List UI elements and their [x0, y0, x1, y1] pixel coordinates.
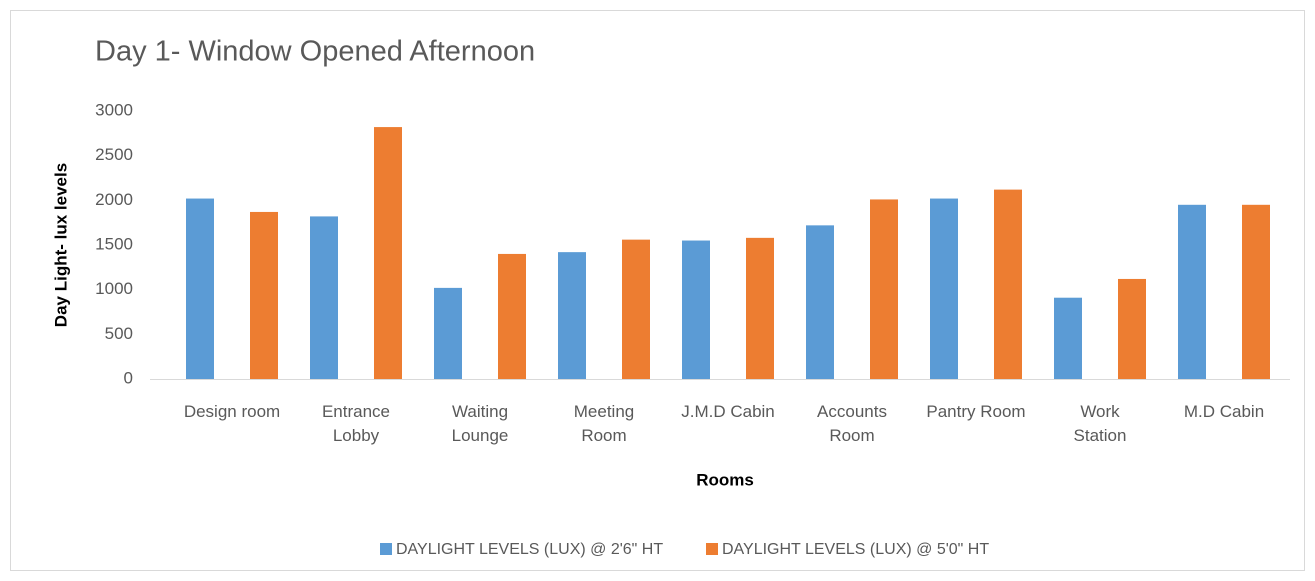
x-tick-label: Waiting Lounge [451, 402, 509, 445]
x-tick-label: Pantry Room [926, 402, 1026, 421]
y-tick-label: 0 [124, 368, 133, 387]
x-axis-label: Rooms [696, 470, 754, 489]
bar [250, 211, 278, 379]
bar [434, 287, 462, 379]
chart-frame [10, 10, 1305, 571]
y-tick-label: 1000 [95, 279, 133, 298]
legend-label: DAYLIGHT LEVELS (LUX) @ 5'0" HT [722, 541, 989, 558]
y-tick-label: 500 [105, 324, 133, 343]
x-tick-label: J.M.D Cabin [681, 402, 775, 421]
bar [1242, 204, 1270, 379]
bar [310, 216, 338, 379]
legend-swatch [380, 543, 392, 555]
x-tick-label: M.D Cabin [1183, 402, 1265, 421]
bar [1054, 297, 1082, 379]
y-tick-label: 2000 [95, 190, 133, 209]
bar [994, 189, 1022, 379]
y-axis-label: Day Light- lux levels [51, 163, 70, 327]
bar [498, 253, 526, 379]
y-tick-label: 1500 [95, 234, 133, 253]
bar [1118, 278, 1146, 379]
bar [622, 239, 650, 379]
y-tick-label: 2500 [95, 145, 133, 164]
legend-label: DAYLIGHT LEVELS (LUX) @ 2'6" HT [396, 541, 663, 558]
x-tick-label: Entrance Lobby [321, 402, 391, 445]
bar [746, 237, 774, 379]
bar [374, 127, 402, 379]
x-tick-label: Accounts Room [817, 402, 887, 445]
bar [1178, 204, 1206, 379]
y-tick-label: 3000 [95, 100, 133, 119]
bar [186, 198, 214, 379]
chart-title: Day 1- Window Opened Afternoon [95, 36, 535, 68]
legend-swatch [706, 543, 718, 555]
bar [682, 240, 710, 379]
bar [930, 198, 958, 379]
x-tick-label: Meeting Room [573, 402, 635, 445]
x-tick-label: Design room [183, 402, 281, 421]
bar [558, 252, 586, 379]
bar [870, 199, 898, 379]
x-tick-label: Work Station [1073, 402, 1127, 445]
bar [806, 225, 834, 379]
